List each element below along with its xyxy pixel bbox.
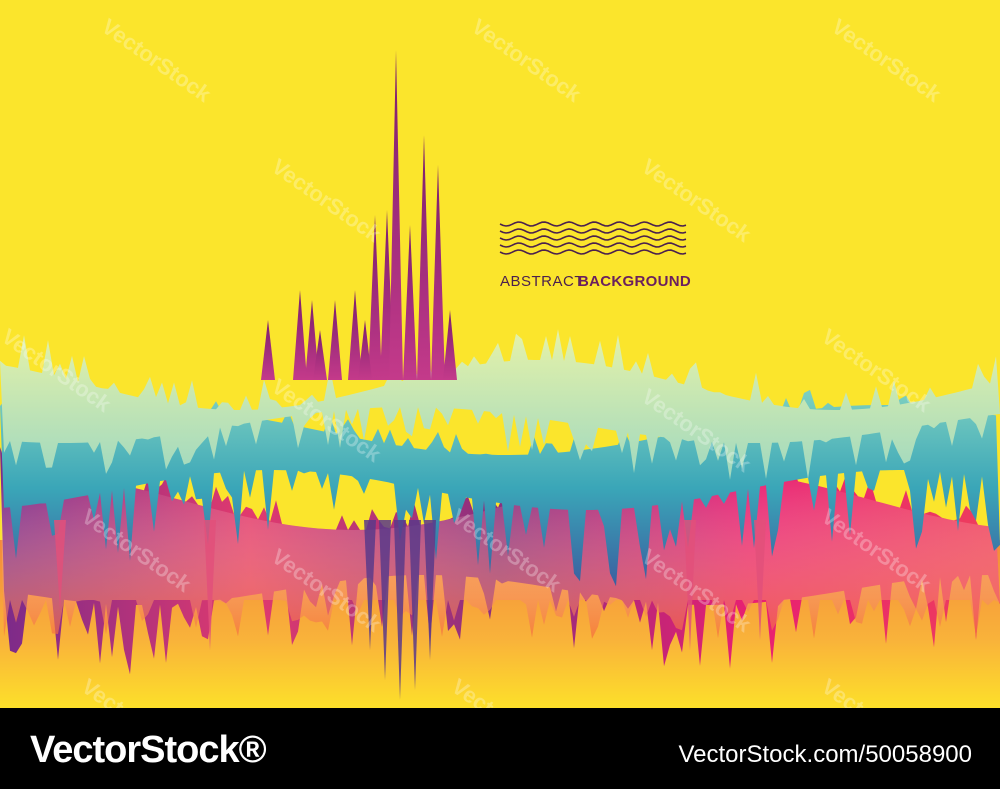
ornament-line (499, 228, 687, 234)
spike (417, 135, 431, 380)
drip (754, 520, 766, 640)
spike (389, 50, 403, 380)
ornament-line (499, 235, 687, 241)
ornament-line (499, 249, 687, 255)
spike (358, 320, 372, 380)
ornament-line (499, 242, 687, 248)
drip (424, 520, 436, 660)
drip (409, 520, 421, 690)
spike (403, 225, 417, 380)
title-light: ABSTRACT (500, 273, 584, 290)
wave-art (0, 50, 1000, 708)
drip (684, 520, 696, 650)
spike (305, 300, 319, 380)
spike (431, 165, 445, 380)
drip (204, 520, 216, 650)
drip (394, 520, 406, 700)
spike (328, 300, 342, 380)
pale-layer (0, 329, 1000, 480)
spike (293, 290, 307, 380)
drip (364, 520, 376, 650)
footer-logo: VectorStock® (30, 729, 267, 771)
drip (379, 520, 391, 680)
footer-bar (0, 708, 1000, 789)
spike (348, 290, 362, 380)
spike (368, 215, 382, 380)
ornament-line (499, 221, 687, 227)
title-bold: BACKGROUND (578, 273, 691, 290)
magenta-shade (0, 470, 1000, 639)
spike (443, 310, 457, 380)
spike (313, 330, 327, 380)
drip (54, 520, 66, 610)
title-ornament (499, 221, 687, 255)
spike (261, 320, 275, 380)
footer-image-id: VectorStock.com/50058900 (678, 741, 972, 768)
